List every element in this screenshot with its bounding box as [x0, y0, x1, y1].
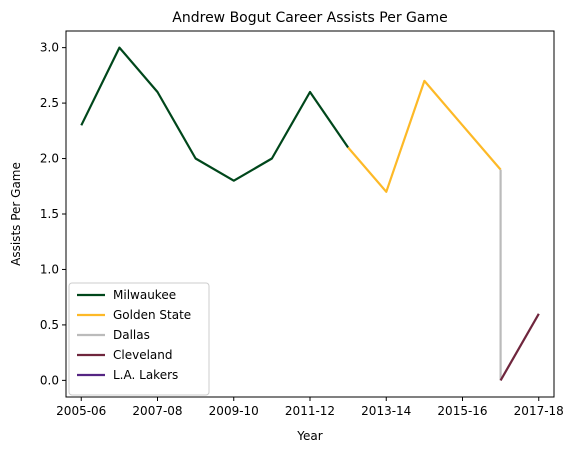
- y-tick-label: 0.5: [40, 318, 59, 332]
- y-tick-label: 2.5: [40, 96, 59, 110]
- x-axis: 2005-06 2007-08 2009-10 2011-12 2013-14 2015-…: [56, 397, 564, 418]
- y-tick-label: 2.0: [40, 152, 59, 166]
- plot-lines: [80, 46, 540, 381]
- y-tick-label: 0.0: [40, 373, 59, 387]
- x-tick-label: 2007-08: [132, 404, 182, 418]
- legend-label: Milwaukee: [113, 288, 176, 302]
- y-axis-label: Assists Per Game: [9, 162, 23, 266]
- y-tick-label: 1.5: [40, 207, 59, 221]
- y-tick-label: 3.0: [40, 41, 59, 55]
- x-tick-label: 2017-18: [514, 404, 564, 418]
- legend-label: Dallas: [113, 328, 150, 342]
- x-tick-label: 2009-10: [209, 404, 259, 418]
- y-tick-label: 1.0: [40, 262, 59, 276]
- legend-box: [68, 282, 210, 396]
- series-line-1: [347, 79, 502, 193]
- series-line-3: [499, 313, 540, 381]
- legend-label: L.A. Lakers: [113, 368, 178, 382]
- chart-title: Andrew Bogut Career Assists Per Game: [172, 10, 447, 26]
- x-tick-label: 2015-16: [437, 404, 487, 418]
- x-tick-label: 2013-14: [361, 404, 411, 418]
- legend: Milwaukee Golden State Dallas Cleveland L.A.…: [68, 282, 210, 396]
- x-tick-label: 2011-12: [285, 404, 335, 418]
- x-tick-label: 2005-06: [56, 404, 106, 418]
- legend-label: Golden State: [113, 308, 191, 322]
- y-axis: 0.0 0.5 1.0 1.5 2.0 2.5 3.0: [40, 41, 66, 387]
- legend-label: Cleveland: [113, 348, 173, 362]
- series-line-0: [80, 46, 350, 182]
- x-axis-label: Year: [296, 429, 322, 443]
